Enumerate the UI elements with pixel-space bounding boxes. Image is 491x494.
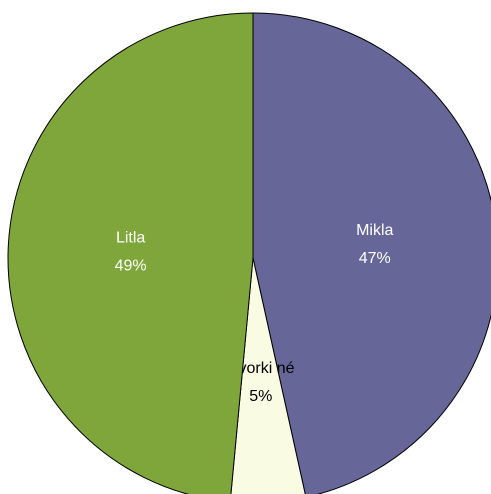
slice-value-label: 49% — [115, 258, 147, 275]
pie-slice — [7, 12, 254, 494]
slice-label: Litla — [116, 230, 145, 247]
pie-slice — [252, 12, 491, 494]
slice-value-label: 5% — [249, 388, 272, 405]
slice-label: Mikla — [356, 222, 393, 239]
slice-value-label: 47% — [359, 250, 391, 267]
pie-slice — [230, 257, 306, 494]
slice-label: Hvorki né — [227, 360, 295, 377]
